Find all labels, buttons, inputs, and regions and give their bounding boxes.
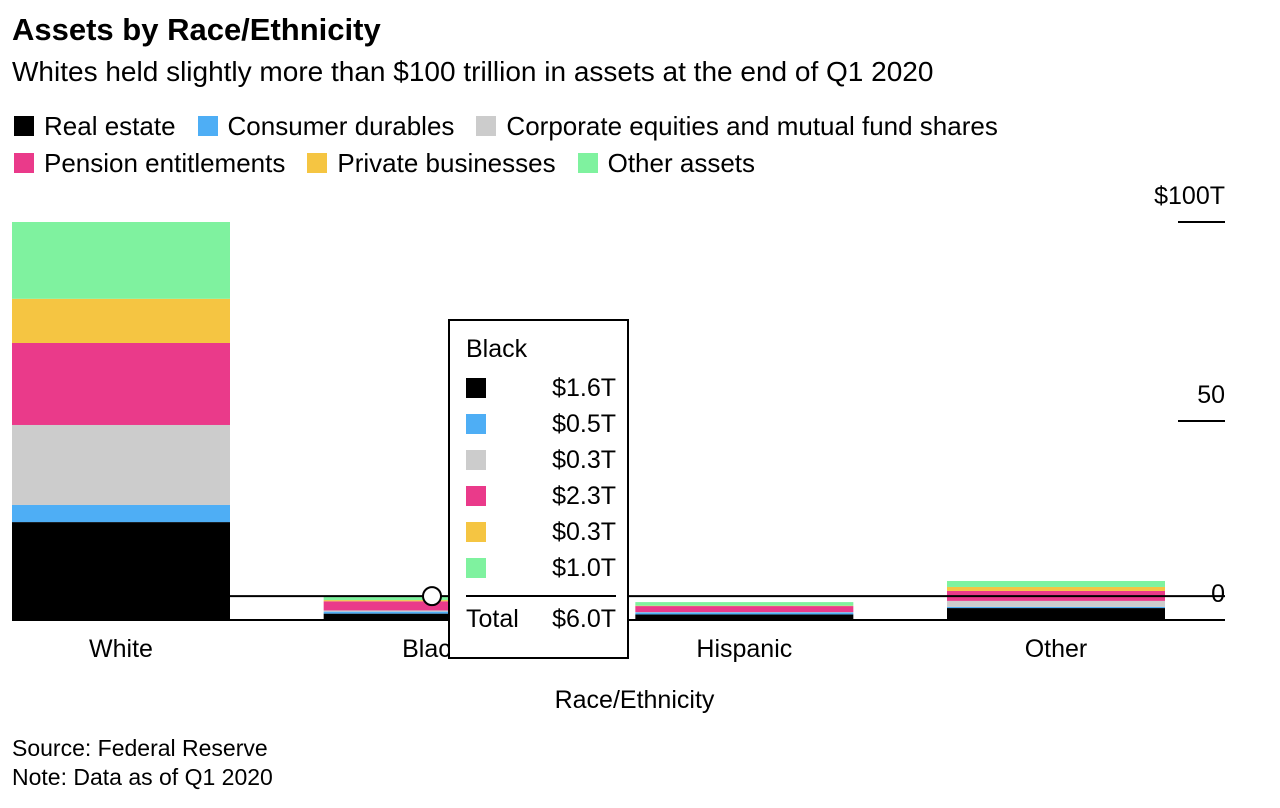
chart-title: Assets by Race/Ethnicity (12, 12, 381, 47)
legend-item[interactable]: Private businesses (307, 145, 556, 181)
tooltip-row: $0.3T (466, 517, 616, 547)
bar-segment (323, 613, 542, 620)
tooltip-value: $1.0T (552, 553, 616, 582)
legend: Real estate Consumer durables Corporate eq… (14, 108, 1214, 182)
bar-segment (12, 222, 230, 299)
bar-segment (947, 586, 1165, 591)
x-tick-label: Hispanic (696, 635, 792, 663)
tooltip-value: $0.5T (552, 409, 616, 438)
y-tick-label: 50 (1197, 381, 1225, 409)
legend-swatch (14, 116, 34, 136)
tooltip-total: Total $6.0T (466, 605, 616, 634)
tooltip-swatch (466, 486, 486, 506)
bar-segment (12, 504, 230, 523)
bar-segment (12, 424, 230, 505)
legend-label: Private businesses (337, 148, 556, 178)
bar-segment (947, 600, 1165, 607)
bar-segment (635, 614, 854, 620)
bar-segment (947, 606, 1165, 609)
tooltip-total-value: $6.0T (552, 605, 616, 633)
bar-segment (635, 606, 854, 613)
hover-marker (422, 586, 442, 607)
bar-segment (635, 602, 854, 606)
legend-swatch (307, 153, 328, 173)
bar-segment (12, 298, 230, 343)
source-text: Source: Federal Reserve (12, 735, 268, 761)
x-tick-label: Other (1025, 635, 1088, 663)
tooltip-title: Black (466, 335, 528, 363)
legend-label: Consumer durables (227, 111, 455, 141)
y-tick-label: 0 (1211, 580, 1225, 608)
legend-label: Pension entitlements (44, 148, 286, 178)
legend-item[interactable]: Other assets (577, 145, 756, 181)
tooltip-swatch (466, 522, 486, 542)
tooltip-value: $0.3T (552, 445, 616, 474)
legend-swatch (577, 153, 598, 173)
legend-swatch (197, 116, 218, 136)
legend-label: Corporate equities and mutual fund share… (506, 111, 998, 141)
tooltip-swatch (466, 558, 486, 578)
legend-label: Other assets (607, 148, 756, 178)
bar-segment (635, 612, 854, 615)
tooltip-divider (466, 595, 616, 597)
legend-swatch (14, 153, 34, 173)
bar-segment (12, 342, 230, 425)
legend-item[interactable]: Real estate (14, 108, 176, 144)
tooltip-row: $1.0T (466, 553, 616, 583)
legend-item[interactable]: Corporate equities and mutual fund share… (476, 108, 998, 144)
tooltip: Black Total $6.0T $1.6T $0.5T $0.3T $2.3T $0… (448, 319, 629, 659)
tooltip-swatch (466, 414, 486, 434)
tooltip-value: $2.3T (552, 481, 616, 510)
tooltip-row: $1.6T (466, 373, 616, 403)
tooltip-row: $0.5T (466, 409, 616, 439)
legend-item[interactable]: Pension entitlements (14, 145, 285, 181)
x-tick-label: White (89, 635, 153, 663)
bar-segment (323, 610, 542, 612)
tooltip-row: $0.3T (466, 445, 616, 475)
legend-label: Real estate (44, 111, 176, 141)
bar-segment (12, 522, 230, 620)
legend-swatch (476, 116, 497, 136)
tooltip-value: $0.3T (552, 517, 616, 546)
note-text: Note: Data as of Q1 2020 (12, 764, 273, 790)
footnotes: Source: Federal Reserve Note: Data as of… (12, 734, 273, 792)
bar-segment (323, 611, 542, 614)
tooltip-swatch (466, 378, 486, 398)
tooltip-row: $2.3T (466, 481, 616, 511)
y-tick-label: $100T (1154, 182, 1225, 210)
tooltip-value: $1.6T (552, 373, 616, 402)
tooltip-total-label: Total (466, 605, 519, 633)
legend-item[interactable]: Consumer durables (197, 108, 455, 144)
chart-subtitle: Whites held slightly more than $100 tril… (12, 56, 934, 87)
tooltip-swatch (466, 450, 486, 470)
bar-segment (947, 580, 1165, 587)
x-axis-title: Race/Ethnicity (555, 686, 715, 714)
bar-segment (947, 608, 1165, 620)
